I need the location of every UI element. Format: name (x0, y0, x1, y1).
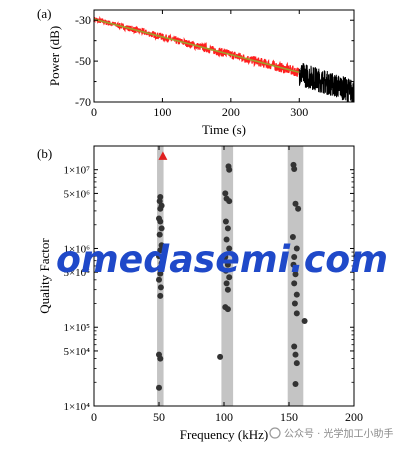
quality-factor-point (157, 292, 164, 299)
quality-factor-point (156, 253, 162, 260)
quality-factor-point (158, 242, 165, 249)
noise-trace-black (298, 63, 355, 103)
quality-factor-point (292, 200, 299, 207)
quality-factor-point (156, 231, 163, 238)
panel-a-xtick-label: 300 (290, 105, 308, 119)
panel-b-xtick-label: 0 (91, 410, 97, 424)
quality-factor-point (158, 225, 165, 232)
quality-factor-point (222, 254, 229, 260)
quality-factor-point (157, 218, 164, 225)
panel-a-ylabel: Power (dB) (47, 26, 62, 86)
quality-factor-point (293, 245, 300, 252)
panel-b-ytick-label: 1×10⁷ (63, 165, 90, 177)
quality-factor-point (293, 310, 300, 317)
panel-b-ytick-label: 5×10⁵ (63, 267, 90, 279)
quality-factor-point (226, 198, 233, 205)
quality-factor-point (291, 280, 298, 287)
quality-factor-point (301, 318, 308, 324)
quality-factor-point (224, 286, 231, 293)
panel-a-xtick-label: 0 (91, 105, 97, 119)
quality-factor-point (157, 355, 164, 362)
panel-a-ytick-label: -70 (75, 95, 91, 109)
quality-factor-point (293, 291, 300, 298)
quality-factor-point (292, 381, 299, 387)
quality-factor-point (222, 190, 229, 197)
quality-factor-point (156, 198, 163, 205)
panel-b-points (156, 151, 308, 391)
quality-factor-point (217, 353, 224, 360)
panel-a-label: (a) (37, 6, 51, 21)
panel-b-ytick-label: 1×10⁵ (63, 322, 90, 334)
panel-b: (b) 0 50 100 150 200 1×10⁴ 5×10⁴ 1×10⁵ 5×10⁵ 1×10… (37, 145, 363, 442)
fit-line (93, 18, 300, 74)
quality-factor-point (224, 306, 231, 313)
watermark-text: omedasemi.com (56, 238, 388, 281)
panel-b-xtick-label: 200 (345, 410, 363, 424)
quality-factor-point (156, 276, 162, 283)
panel-a-plot-area (93, 15, 355, 103)
panel-b-xtick-label: 150 (280, 410, 298, 424)
panel-b-ticks: 0 50 100 150 200 1×10⁴ 5×10⁴ 1×10⁵ 5×10⁵ 1×10⁶ 5×1… (63, 145, 363, 424)
noise-trace-red (93, 15, 300, 77)
quality-factor-point (157, 284, 164, 291)
panel-a-xtick-label: 200 (222, 105, 240, 119)
quality-factor-point (224, 225, 231, 232)
panel-b-xtick-label: 100 (215, 410, 233, 424)
panel-b-ytick-label: 1×10⁶ (63, 243, 90, 255)
panel-a: (a) 0 100 200 300 -30 -50 -70 Time (s) Power (… (37, 6, 355, 137)
quality-factor-point (293, 360, 300, 367)
quality-factor-point (295, 205, 302, 212)
panel-b-xtick-label: 50 (153, 410, 165, 424)
quality-factor-point (291, 343, 298, 350)
quality-factor-point (291, 300, 298, 307)
wechat-icon (269, 427, 281, 439)
panel-a-ytick-label: -30 (75, 13, 91, 27)
panel-a-ytick-label: -50 (75, 54, 91, 68)
quality-factor-point (222, 218, 229, 225)
footer-credit-text: 公众号 · 光学加工小助手 (284, 427, 394, 440)
panel-a-xlabel: Time (s) (202, 122, 246, 137)
quality-factor-point (157, 247, 164, 254)
quality-factor-point (226, 274, 233, 281)
quality-factor-point (223, 236, 230, 243)
quality-factor-point (157, 270, 164, 277)
quality-factor-point (290, 261, 297, 268)
quality-factor-point (226, 166, 233, 173)
quality-factor-point (226, 245, 233, 252)
panel-b-ytick-label: 5×10⁶ (63, 188, 90, 200)
quality-factor-point (223, 280, 230, 287)
quality-factor-point (157, 205, 164, 212)
red-triangle-marker (158, 151, 168, 160)
quality-factor-point (156, 384, 162, 391)
quality-factor-point (222, 267, 229, 274)
panel-a-ticks: 0 100 200 300 -30 -50 -70 (75, 10, 354, 119)
panel-a-frame (93, 9, 355, 103)
quality-factor-point (291, 254, 298, 260)
quality-factor-point (292, 271, 299, 278)
panel-b-ylabel: Quality Factor (37, 238, 52, 314)
panel-b-label: (b) (37, 146, 52, 161)
panel-b-xlabel: Frequency (kHz) (180, 427, 268, 442)
quality-factor-point (292, 351, 299, 358)
footer-credit: 公众号 · 光学加工小助手 (269, 427, 394, 440)
panel-b-ytick-label: 1×10⁴ (63, 401, 90, 413)
panel-b-ytick-label: 5×10⁴ (63, 346, 90, 358)
panel-a-xtick-label: 100 (153, 105, 171, 119)
quality-factor-point (291, 166, 298, 172)
quality-factor-point (156, 265, 163, 272)
quality-factor-point (158, 260, 165, 267)
quality-factor-point (224, 261, 231, 268)
quality-factor-point (289, 234, 296, 240)
